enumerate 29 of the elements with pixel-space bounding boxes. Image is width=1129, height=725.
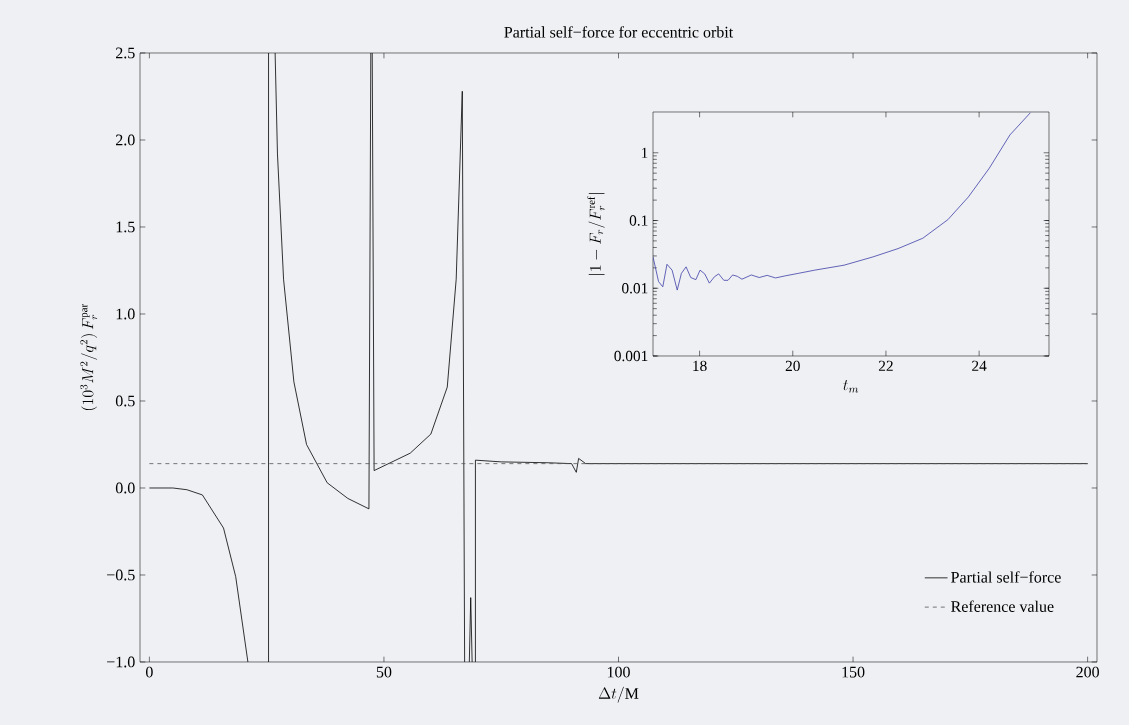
x-tick-label: 0: [146, 666, 153, 678]
x-axis-title: $t_m$: [843, 380, 859, 393]
y-tick-label: 2.5: [116, 47, 135, 59]
y-tick-label: 1.0: [116, 308, 135, 320]
line-series: [653, 112, 1031, 291]
y-tick-label: −0.5: [107, 569, 135, 581]
chart-title: Partial self−force for eccentric orbit: [504, 26, 734, 38]
x-tick-label: 20: [785, 360, 800, 372]
x-tick-label: 18: [693, 360, 707, 372]
y-axis-title: $|1-F_r/F_r^{\mathrm{ref}}|$: [587, 193, 605, 275]
x-axis-title: $\Delta t/\mathrm{M}$: [598, 686, 639, 703]
y-tick-label: 1: [641, 147, 648, 158]
y-tick-label: 1.5: [116, 221, 135, 233]
x-tick-label: 22: [878, 360, 893, 371]
y-tick-label: 0.1: [629, 215, 648, 226]
y-tick-label: 0.001: [614, 350, 648, 362]
y-tick-label: 2.0: [116, 134, 135, 146]
x-tick-label: 200: [1076, 666, 1099, 678]
y-tick-label: 0.01: [622, 283, 648, 294]
x-tick-label: 50: [376, 666, 392, 678]
y-tick-label: −1.0: [107, 656, 135, 668]
x-tick-label: 150: [842, 666, 865, 678]
x-tick-label: 100: [607, 666, 630, 678]
legend-label: Partial self−force: [951, 571, 1061, 583]
y-axis-title: $(10^3 M^2/q^2)\,F_r^{\mathrm{par}}$: [80, 304, 98, 411]
legend-label: Reference value: [951, 600, 1054, 612]
y-tick-label: 0.5: [115, 395, 135, 407]
y-tick-label: 0.0: [115, 482, 135, 494]
x-tick-label: 24: [972, 360, 987, 371]
